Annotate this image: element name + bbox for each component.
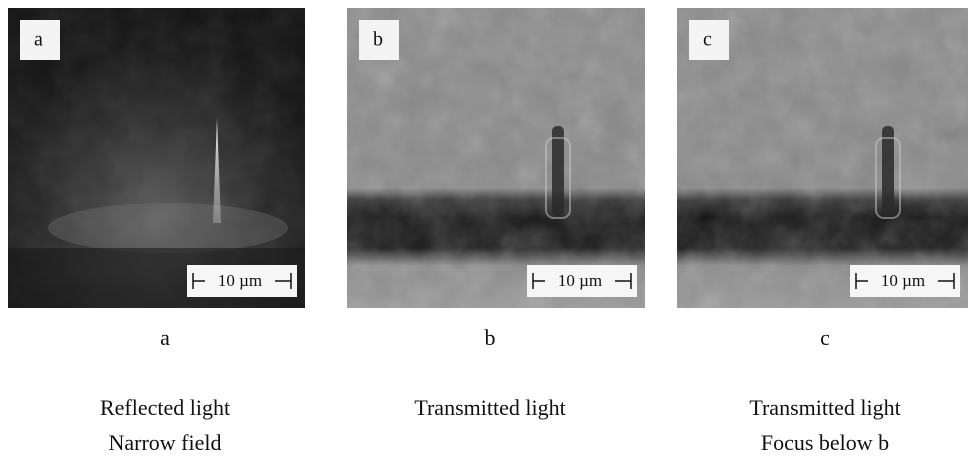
- description: Reflected light: [100, 395, 230, 420]
- panel-label: b: [373, 29, 383, 51]
- panel-label: a: [34, 29, 43, 51]
- description: Transmitted light: [414, 395, 565, 420]
- caption: a: [160, 325, 170, 350]
- scale-bar-text: 10 µm: [558, 271, 602, 290]
- description: Transmitted light: [749, 395, 900, 420]
- caption: b: [485, 325, 496, 350]
- scale-bar-text: 10 µm: [218, 271, 262, 290]
- glow: [48, 203, 288, 253]
- description: Focus below b: [761, 430, 889, 455]
- figure: a 10 µm a Reflected light Narrow field b 10 µm…: [0, 0, 968, 463]
- micrograph: c 10 µm: [677, 8, 968, 308]
- fiber: [882, 126, 894, 216]
- micrograph: b 10 µm: [347, 8, 645, 308]
- micrograph: a 10 µm: [8, 8, 305, 308]
- scale-bar-text: 10 µm: [881, 271, 925, 290]
- caption: c: [820, 325, 830, 350]
- fiber: [552, 126, 564, 216]
- description: Narrow field: [108, 430, 221, 455]
- panel-label: c: [703, 29, 712, 51]
